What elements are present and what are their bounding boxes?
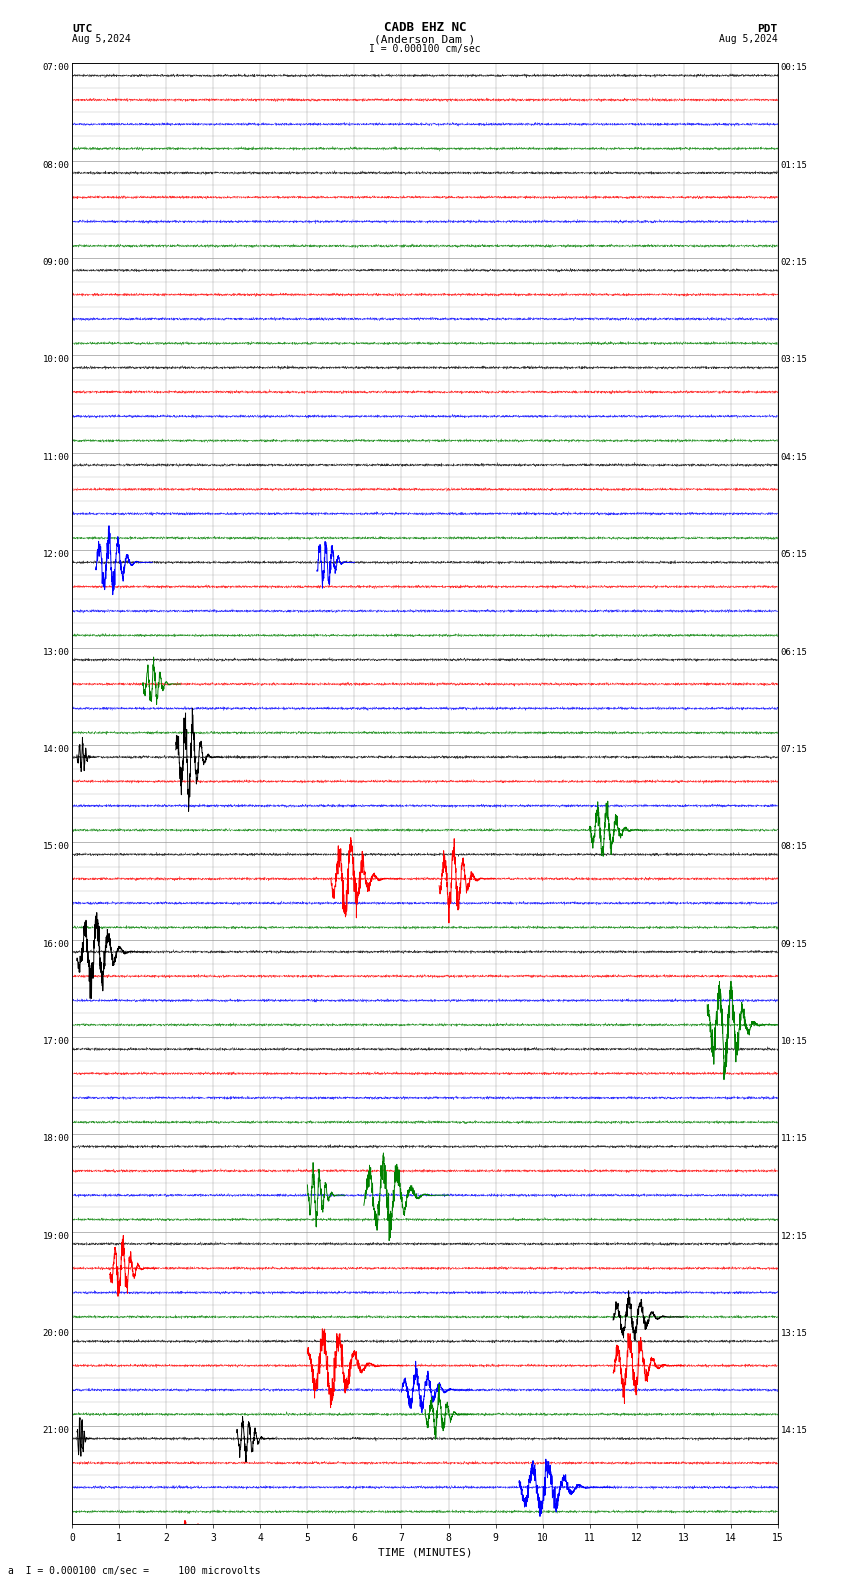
Text: UTC: UTC [72,24,93,33]
Text: Aug 5,2024: Aug 5,2024 [72,35,131,44]
X-axis label: TIME (MINUTES): TIME (MINUTES) [377,1548,473,1557]
Text: Aug 5,2024: Aug 5,2024 [719,35,778,44]
Text: I = 0.000100 cm/sec: I = 0.000100 cm/sec [369,44,481,54]
Text: PDT: PDT [757,24,778,33]
Text: (Anderson Dam ): (Anderson Dam ) [374,35,476,44]
Text: a  I = 0.000100 cm/sec =     100 microvolts: a I = 0.000100 cm/sec = 100 microvolts [8,1567,261,1576]
Text: CADB EHZ NC: CADB EHZ NC [383,21,467,33]
